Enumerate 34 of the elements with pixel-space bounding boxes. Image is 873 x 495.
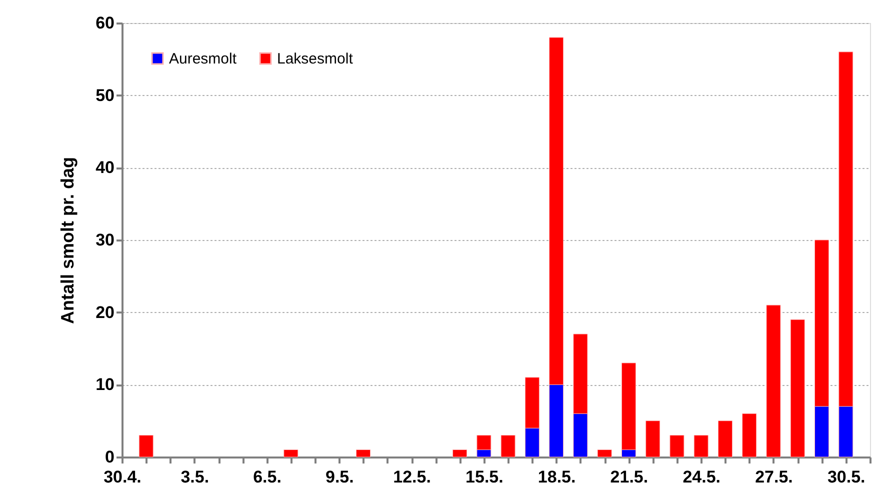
bar [718,420,732,458]
x-tick-label: 12.5. [393,468,431,486]
y-axis-title: Antall smolt pr. dag [58,156,78,324]
y-tick-label: 10 [96,375,114,394]
bar [500,435,516,458]
y-tick-label: 0 [105,448,114,466]
x-tick-label: 15.5. [466,468,504,486]
x-tick-label: 21.5. [610,468,648,486]
bar [597,450,612,458]
y-tick-label: 30 [96,230,114,250]
x-tick-label: 3.5. [180,468,210,486]
bar [670,435,684,458]
x-tick-label: 6.5. [253,468,282,486]
x-tick-label: 9.5. [325,468,354,486]
y-tick-label: 40 [96,158,114,178]
x-tick-label: 18.5. [538,468,576,486]
x-tick-label: 24.5. [682,468,721,486]
bar [790,319,805,458]
y-tick-label: 60 [96,14,114,32]
bar [694,435,708,458]
bar [646,420,660,458]
legend-label: Laksesmolt [277,50,354,68]
y-tick-label: 50 [96,86,114,105]
y-tick-label: 20 [96,302,114,322]
bar [742,413,757,458]
x-tick-label: 30.4. [104,468,142,486]
x-tick-label: 30.5. [827,468,866,486]
bar [766,304,781,458]
bar [452,450,468,458]
bar [356,450,371,458]
bar [138,435,154,458]
x-tick-label: 27.5. [755,468,793,486]
legend-label: Auresmolt [169,50,238,68]
bar [284,450,298,458]
